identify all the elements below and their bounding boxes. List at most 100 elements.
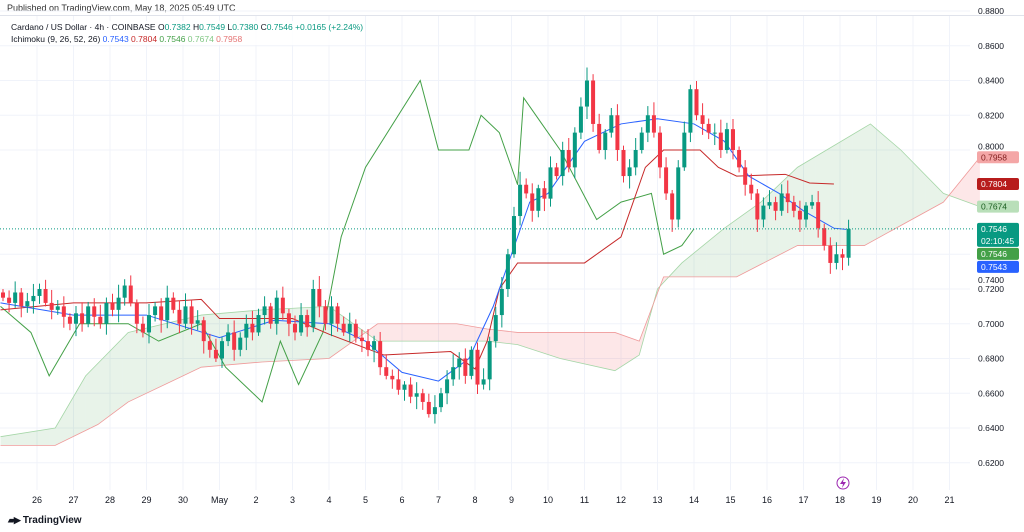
- candle: [341, 316, 346, 336]
- candle: [104, 297, 109, 335]
- candle: [256, 308, 261, 336]
- cloud-segment: [183, 317, 190, 376]
- candle-body: [773, 202, 778, 211]
- candle-body: [347, 323, 352, 333]
- candle: [37, 283, 42, 304]
- tradingview-logo: ▰▶ TradingView: [8, 515, 82, 526]
- chart-frame[interactable]: [0, 15, 1024, 512]
- candle: [153, 301, 158, 322]
- cloud-segment: [724, 223, 731, 277]
- price-label-bg: [977, 151, 1019, 164]
- candle: [645, 106, 650, 143]
- cloud-segment: [888, 139, 895, 233]
- candle: [585, 67, 589, 119]
- cloud-segment: [639, 325, 646, 356]
- candle-body: [469, 349, 474, 376]
- cloud-segment: [402, 323, 409, 342]
- y-tick-label: 0.6600: [978, 388, 1004, 398]
- candle-body: [80, 313, 85, 324]
- y-tick-label: 0.8400: [978, 76, 1004, 86]
- candle-body: [761, 205, 766, 220]
- candle-body: [554, 167, 559, 177]
- candle-body: [651, 115, 656, 133]
- candle: [499, 276, 504, 328]
- candle-body: [98, 316, 103, 324]
- candle-body: [505, 254, 510, 289]
- candle-body: [37, 289, 42, 296]
- cloud-segment: [280, 308, 287, 362]
- candle: [554, 162, 559, 180]
- cloud-segment: [12, 433, 19, 446]
- candle-body: [846, 228, 851, 258]
- x-tick-label: 28: [105, 495, 115, 505]
- cloud-segment: [97, 357, 104, 425]
- lightning-icon[interactable]: [836, 476, 850, 490]
- candle: [560, 141, 565, 186]
- cloud-segment: [55, 417, 62, 446]
- candle: [463, 348, 468, 384]
- candle-body: [633, 150, 638, 168]
- cloud-segment: [718, 228, 725, 277]
- candle: [317, 276, 322, 318]
- x-tick-label: 7: [436, 495, 441, 505]
- price-label: 0.7958: [977, 151, 1019, 164]
- candle-body: [13, 292, 18, 303]
- cloud-segment: [79, 375, 86, 434]
- high-value: 0.7549: [199, 22, 226, 32]
- candle-body: [439, 393, 443, 408]
- candle-body: [816, 202, 821, 229]
- candle: [548, 156, 553, 207]
- cloud-segment: [833, 142, 840, 246]
- cloud-segment: [681, 257, 688, 277]
- candle-body: [737, 150, 742, 168]
- cloud-segment: [37, 429, 44, 446]
- cloud-segment: [809, 156, 816, 246]
- cloud-segment: [913, 162, 920, 219]
- cloud-segment: [967, 164, 974, 205]
- candle: [140, 316, 145, 338]
- symbol-name[interactable]: Cardano / US Dollar · 4h · COINBASE: [11, 22, 156, 32]
- candle: [603, 129, 608, 160]
- candle: [220, 336, 224, 368]
- candle: [311, 279, 316, 333]
- candle: [451, 354, 456, 386]
- candle: [31, 283, 36, 314]
- price-label-text: 0.7958: [981, 152, 1007, 162]
- candle: [432, 395, 437, 424]
- indicator-name[interactable]: Ichimoku (9, 26, 52, 26): [11, 34, 101, 44]
- candle: [159, 298, 164, 333]
- cloud-segment: [249, 310, 256, 364]
- candle-body: [134, 302, 139, 324]
- candle: [207, 333, 212, 358]
- price-label-bg: [977, 222, 1019, 247]
- candle: [712, 123, 717, 146]
- candle-body: [366, 341, 370, 350]
- price-label-bg: [977, 178, 1019, 191]
- cloud-segment: [73, 386, 80, 437]
- candle-body: [189, 306, 194, 324]
- candle: [755, 189, 760, 232]
- candle-body: [609, 115, 614, 133]
- cloud-segment: [487, 328, 494, 342]
- x-tick-label: May: [211, 495, 229, 505]
- candle: [128, 275, 133, 307]
- candle-body: [615, 115, 620, 150]
- candle-body: [74, 313, 78, 324]
- candle-body: [207, 341, 212, 350]
- candle: [213, 338, 218, 362]
- candle-body: [791, 202, 796, 211]
- candle-body: [834, 254, 839, 263]
- candle: [475, 342, 480, 394]
- candle-body: [706, 123, 711, 133]
- candle-body: [317, 289, 322, 307]
- cloud-segment: [584, 332, 591, 366]
- candle-body: [712, 132, 717, 134]
- candle-body: [785, 193, 790, 203]
- candle-body: [688, 89, 693, 133]
- candle-body: [140, 323, 145, 333]
- candle-body: [524, 184, 529, 194]
- conversion-line: [0, 118, 847, 382]
- candle-body: [749, 184, 754, 194]
- cloud-segment: [949, 187, 956, 198]
